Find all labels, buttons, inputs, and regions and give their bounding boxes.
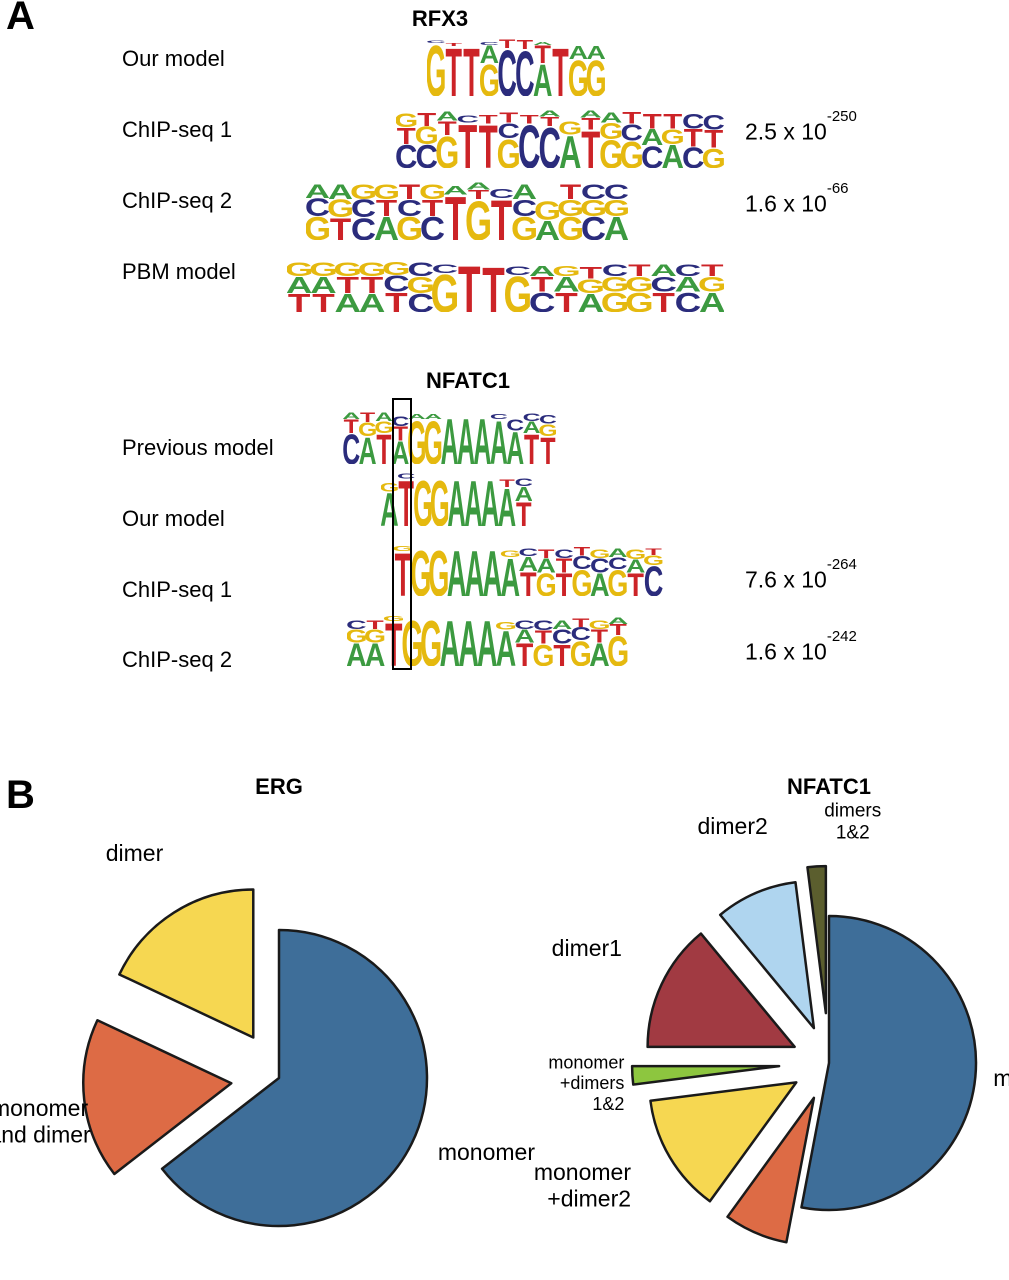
svg-text:monomer+dimer2: monomer +dimer2 <box>534 1159 631 1211</box>
svg-text:monomerand dimer: monomerand dimer <box>0 1095 91 1147</box>
svg-text:monomer+dimers1&2: monomer +dimers 1&2 <box>548 1053 624 1114</box>
svg-text:dimer2: dimer2 <box>697 813 767 839</box>
svg-text:monomer: monomer <box>438 1139 535 1165</box>
svg-text:dimer1: dimer1 <box>552 935 622 961</box>
svg-text:dimer: dimer <box>106 840 164 866</box>
svg-text:monomer: monomer <box>993 1065 1009 1091</box>
